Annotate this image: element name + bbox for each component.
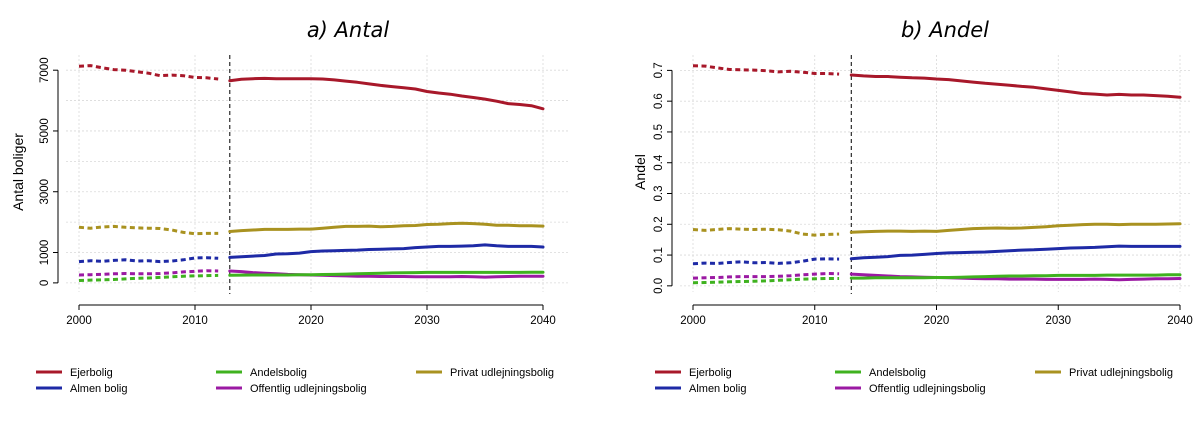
y-tick-label: 0.4 (653, 154, 665, 171)
x-tick-label: 2040 (530, 315, 556, 327)
series (692, 64, 1182, 285)
series-projection-line (849, 273, 1182, 280)
y-tick-label: 0.3 (653, 186, 665, 202)
legend-label: Almen bolig (689, 383, 746, 395)
grid (680, 55, 1190, 292)
y-tick-label: 0.7 (653, 62, 665, 78)
y-tick-label: 0 (39, 280, 51, 286)
series-projection-line (228, 76, 545, 111)
x-tick-label: 2000 (680, 315, 706, 327)
series-historical-line (692, 257, 840, 266)
series-projection-line (849, 73, 1182, 99)
series-historical-line (78, 224, 219, 236)
legend-label: Privat udlejningsbolig (450, 367, 554, 379)
x-tick-label: 2020 (298, 315, 324, 327)
series-projection-line (849, 222, 1182, 234)
legend-label: Almen bolig (70, 383, 127, 395)
panel-antal: a) Antal Antal boliger 2000 2010 2020 2030 2… (10, 18, 568, 327)
y-tick-label: 0.6 (653, 93, 665, 109)
series-historical-line (78, 64, 219, 81)
x-tick-label: 2010 (802, 315, 828, 327)
y-tick-label: 5000 (39, 118, 51, 144)
x-tick-label: 2030 (414, 315, 440, 327)
series-projection-line (849, 244, 1182, 261)
x-tick-label: 2000 (66, 315, 92, 327)
x-tick-label: 2010 (182, 315, 208, 327)
series-projection-line (228, 243, 545, 259)
series-historical-line (78, 256, 219, 264)
y-axis-label: Andel (632, 154, 648, 190)
series-historical-line (692, 227, 840, 237)
y-tick-label: 3000 (39, 179, 51, 205)
series-projection-line (228, 221, 545, 233)
series (78, 64, 545, 282)
x-tick-label: 2020 (924, 315, 950, 327)
panel-andel: b) Andel Andel 2000 2010 2020 2030 2040 0.0 0.… (632, 18, 1193, 327)
series-historical-line (78, 269, 219, 277)
legend-antal: Ejerbolig Andelsbolig Privat udlejningsbol… (36, 367, 554, 395)
y-tick-label: 0.1 (653, 247, 665, 263)
legend-label: Privat udlejningsbolig (1069, 367, 1173, 379)
x-tick-label: 2040 (1167, 315, 1193, 327)
x-tick-label: 2030 (1045, 315, 1071, 327)
y-tick-label: 0.0 (653, 278, 665, 294)
series-historical-line (78, 273, 219, 282)
legend-label: Ejerbolig (689, 367, 732, 379)
series-historical-line (692, 272, 840, 280)
legend-label: Ejerbolig (70, 367, 113, 379)
y-tick-label: 0.2 (653, 216, 665, 232)
legend-label: Offentlig udlejningsbolig (869, 383, 986, 395)
axes: 2000 2010 2020 2030 2040 0 1000 3000 5000 7000 (39, 55, 556, 327)
axes: 2000 2010 2020 2030 2040 0.0 0.1 0.2 0.3 0.4 0.5 0.… (653, 55, 1193, 327)
legend-label: Andelsbolig (869, 367, 926, 379)
y-tick-label: 7000 (39, 57, 51, 83)
legend-label: Offentlig udlejningsbolig (250, 383, 367, 395)
legend-label: Andelsbolig (250, 367, 307, 379)
legend-andel: Ejerbolig Andelsbolig Privat udlejningsbol… (655, 367, 1173, 395)
chart-title: a) Antal (307, 18, 390, 42)
grid (66, 55, 568, 292)
y-tick-label: 1000 (39, 240, 51, 266)
y-tick-label: 0.5 (653, 124, 665, 140)
chart-title: b) Andel (901, 18, 989, 42)
series-historical-line (692, 64, 840, 76)
y-axis-label: Antal boliger (10, 133, 26, 211)
series-projection-line (228, 270, 545, 277)
series-historical-line (692, 277, 840, 285)
